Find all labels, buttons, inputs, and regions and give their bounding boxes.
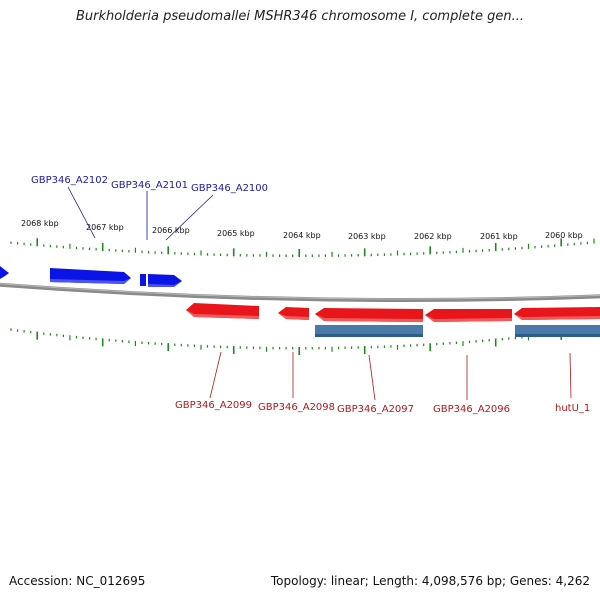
gene-arrow-forward[interactable] <box>148 274 182 287</box>
top-gene-labels: GBP346_A2102 GBP346_A2101 GBP346_A2100 <box>31 175 268 194</box>
gene-label[interactable]: GBP346_A2097 <box>337 404 414 415</box>
kbp-tick-label: 2065 kbp <box>217 229 255 238</box>
kbp-tick-label: 2067 kbp <box>86 223 124 232</box>
chromosome-backbone <box>0 282 600 302</box>
map-title: Burkholderia pseudomallei MSHR346 chromo… <box>75 9 525 24</box>
gene-label[interactable]: GBP346_A2100 <box>191 183 268 194</box>
gene-arrow-forward[interactable] <box>140 274 146 286</box>
gene-arrow-forward[interactable] <box>0 266 9 279</box>
accession-text: Accession: NC_012695 <box>9 574 146 588</box>
gene-label[interactable]: GBP346_A2101 <box>111 180 188 191</box>
kbp-tick-label: 2062 kbp <box>414 232 452 241</box>
kbp-scale: 2068 kbp 2067 kbp 2066 kbp 2065 kbp 2064… <box>21 219 583 241</box>
kbp-tick-label: 2066 kbp <box>152 226 190 235</box>
bottom-tick-track <box>10 327 595 355</box>
top-leader-lines <box>67 186 214 241</box>
summary-text: Topology: linear; Length: 4,098,576 bp; … <box>270 574 590 588</box>
reverse-genes <box>186 303 600 322</box>
kbp-tick-label: 2060 kbp <box>545 231 583 240</box>
gene-label[interactable]: GBP346_A2098 <box>258 402 335 413</box>
kbp-tick-label: 2068 kbp <box>21 219 59 228</box>
gene-label[interactable]: GBP346_A2096 <box>433 404 510 415</box>
gene-label[interactable]: GBP346_A2102 <box>31 175 108 186</box>
cds-track <box>315 325 600 337</box>
bottom-gene-labels: GBP346_A2099 GBP346_A2098 GBP346_A2097 G… <box>175 400 590 415</box>
bottom-leader-lines <box>209 351 572 401</box>
kbp-tick-label: 2061 kbp <box>480 232 518 241</box>
kbp-tick-label: 2063 kbp <box>348 232 386 241</box>
gene-label[interactable]: GBP346_A2099 <box>175 400 252 411</box>
gene-label[interactable]: hutU_1 <box>555 403 590 414</box>
kbp-tick-label: 2064 kbp <box>283 231 321 240</box>
forward-genes <box>0 266 182 287</box>
top-tick-track <box>10 238 595 257</box>
